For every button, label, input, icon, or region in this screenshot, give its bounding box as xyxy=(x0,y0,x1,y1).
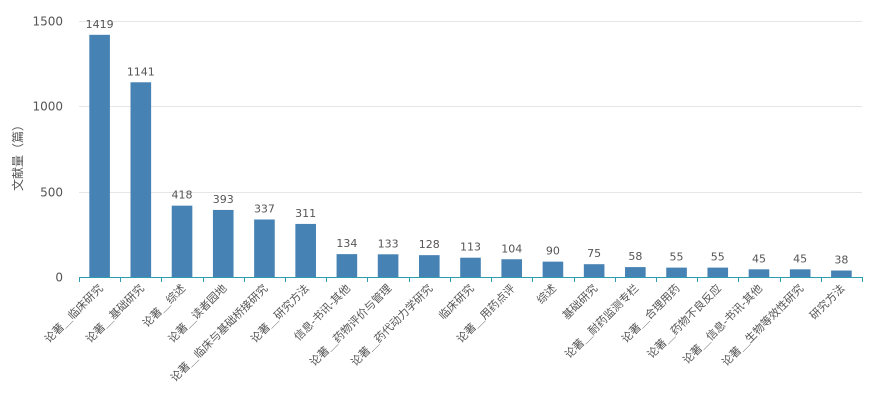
data-label: 38 xyxy=(834,254,848,267)
y-axis-label: 文献量（篇） xyxy=(10,119,25,191)
x-tick-label: 论著＿耐药监测专栏 xyxy=(562,281,642,361)
bars-layer xyxy=(89,34,852,278)
data-label: 1419 xyxy=(86,18,114,31)
bar xyxy=(542,261,564,277)
bar xyxy=(625,267,646,277)
bar xyxy=(501,259,523,277)
data-label: 45 xyxy=(752,252,766,265)
bar xyxy=(831,270,852,277)
x-tick-label: 临床研究 xyxy=(436,281,477,322)
grid-layer xyxy=(79,21,862,193)
data-label: 134 xyxy=(336,237,357,250)
data-label: 1141 xyxy=(127,65,155,78)
data-label: 393 xyxy=(213,193,234,206)
y-tick-label: 1000 xyxy=(32,100,63,114)
data-label: 90 xyxy=(546,245,560,258)
axis-layer xyxy=(79,277,863,282)
data-label: 418 xyxy=(172,189,193,202)
bar xyxy=(418,255,440,277)
bar xyxy=(295,223,316,277)
bar xyxy=(212,209,234,277)
x-tick-label: 综述 xyxy=(534,281,559,306)
bar xyxy=(707,267,729,277)
data-label: 104 xyxy=(501,242,522,255)
bar xyxy=(254,219,275,277)
y-tick-label: 0 xyxy=(55,271,63,285)
data-label: 45 xyxy=(793,252,807,265)
y-tick-label: 500 xyxy=(40,186,63,200)
x-tick-label: 研究方法 xyxy=(806,281,847,322)
bar xyxy=(666,267,687,277)
bar xyxy=(460,257,481,277)
bar xyxy=(130,82,152,278)
bar xyxy=(171,205,193,277)
data-label: 113 xyxy=(460,241,481,254)
data-label: 75 xyxy=(587,247,601,260)
labels-layer: 0 500 1000 1500 1419 1141 418 393 337 311 134 133 12… xyxy=(32,15,848,385)
data-label: 55 xyxy=(670,251,684,264)
bar xyxy=(583,264,605,277)
x-tick-label: 基础研究 xyxy=(559,281,600,322)
bar xyxy=(89,34,110,277)
data-label: 337 xyxy=(254,202,275,215)
data-label: 133 xyxy=(378,237,399,250)
x-tick-label: 论著＿信息-书讯-其他 xyxy=(680,281,766,367)
data-label: 55 xyxy=(711,251,725,264)
bar xyxy=(748,269,770,277)
data-label: 58 xyxy=(628,250,642,263)
x-tick-label: 论著＿生物等效性研究 xyxy=(719,281,807,369)
x-tick-label: 论著＿药代动力学研究 xyxy=(348,281,436,369)
data-label: 311 xyxy=(295,207,316,220)
bar xyxy=(377,254,399,277)
data-label: 128 xyxy=(419,238,440,251)
x-tick-label: 论著＿药物不良反应 xyxy=(644,281,724,361)
x-tick-label: 论著＿药物评价与管理 xyxy=(307,281,395,369)
y-tick-label: 1500 xyxy=(32,15,63,29)
bar xyxy=(336,254,358,277)
bar xyxy=(789,269,811,277)
